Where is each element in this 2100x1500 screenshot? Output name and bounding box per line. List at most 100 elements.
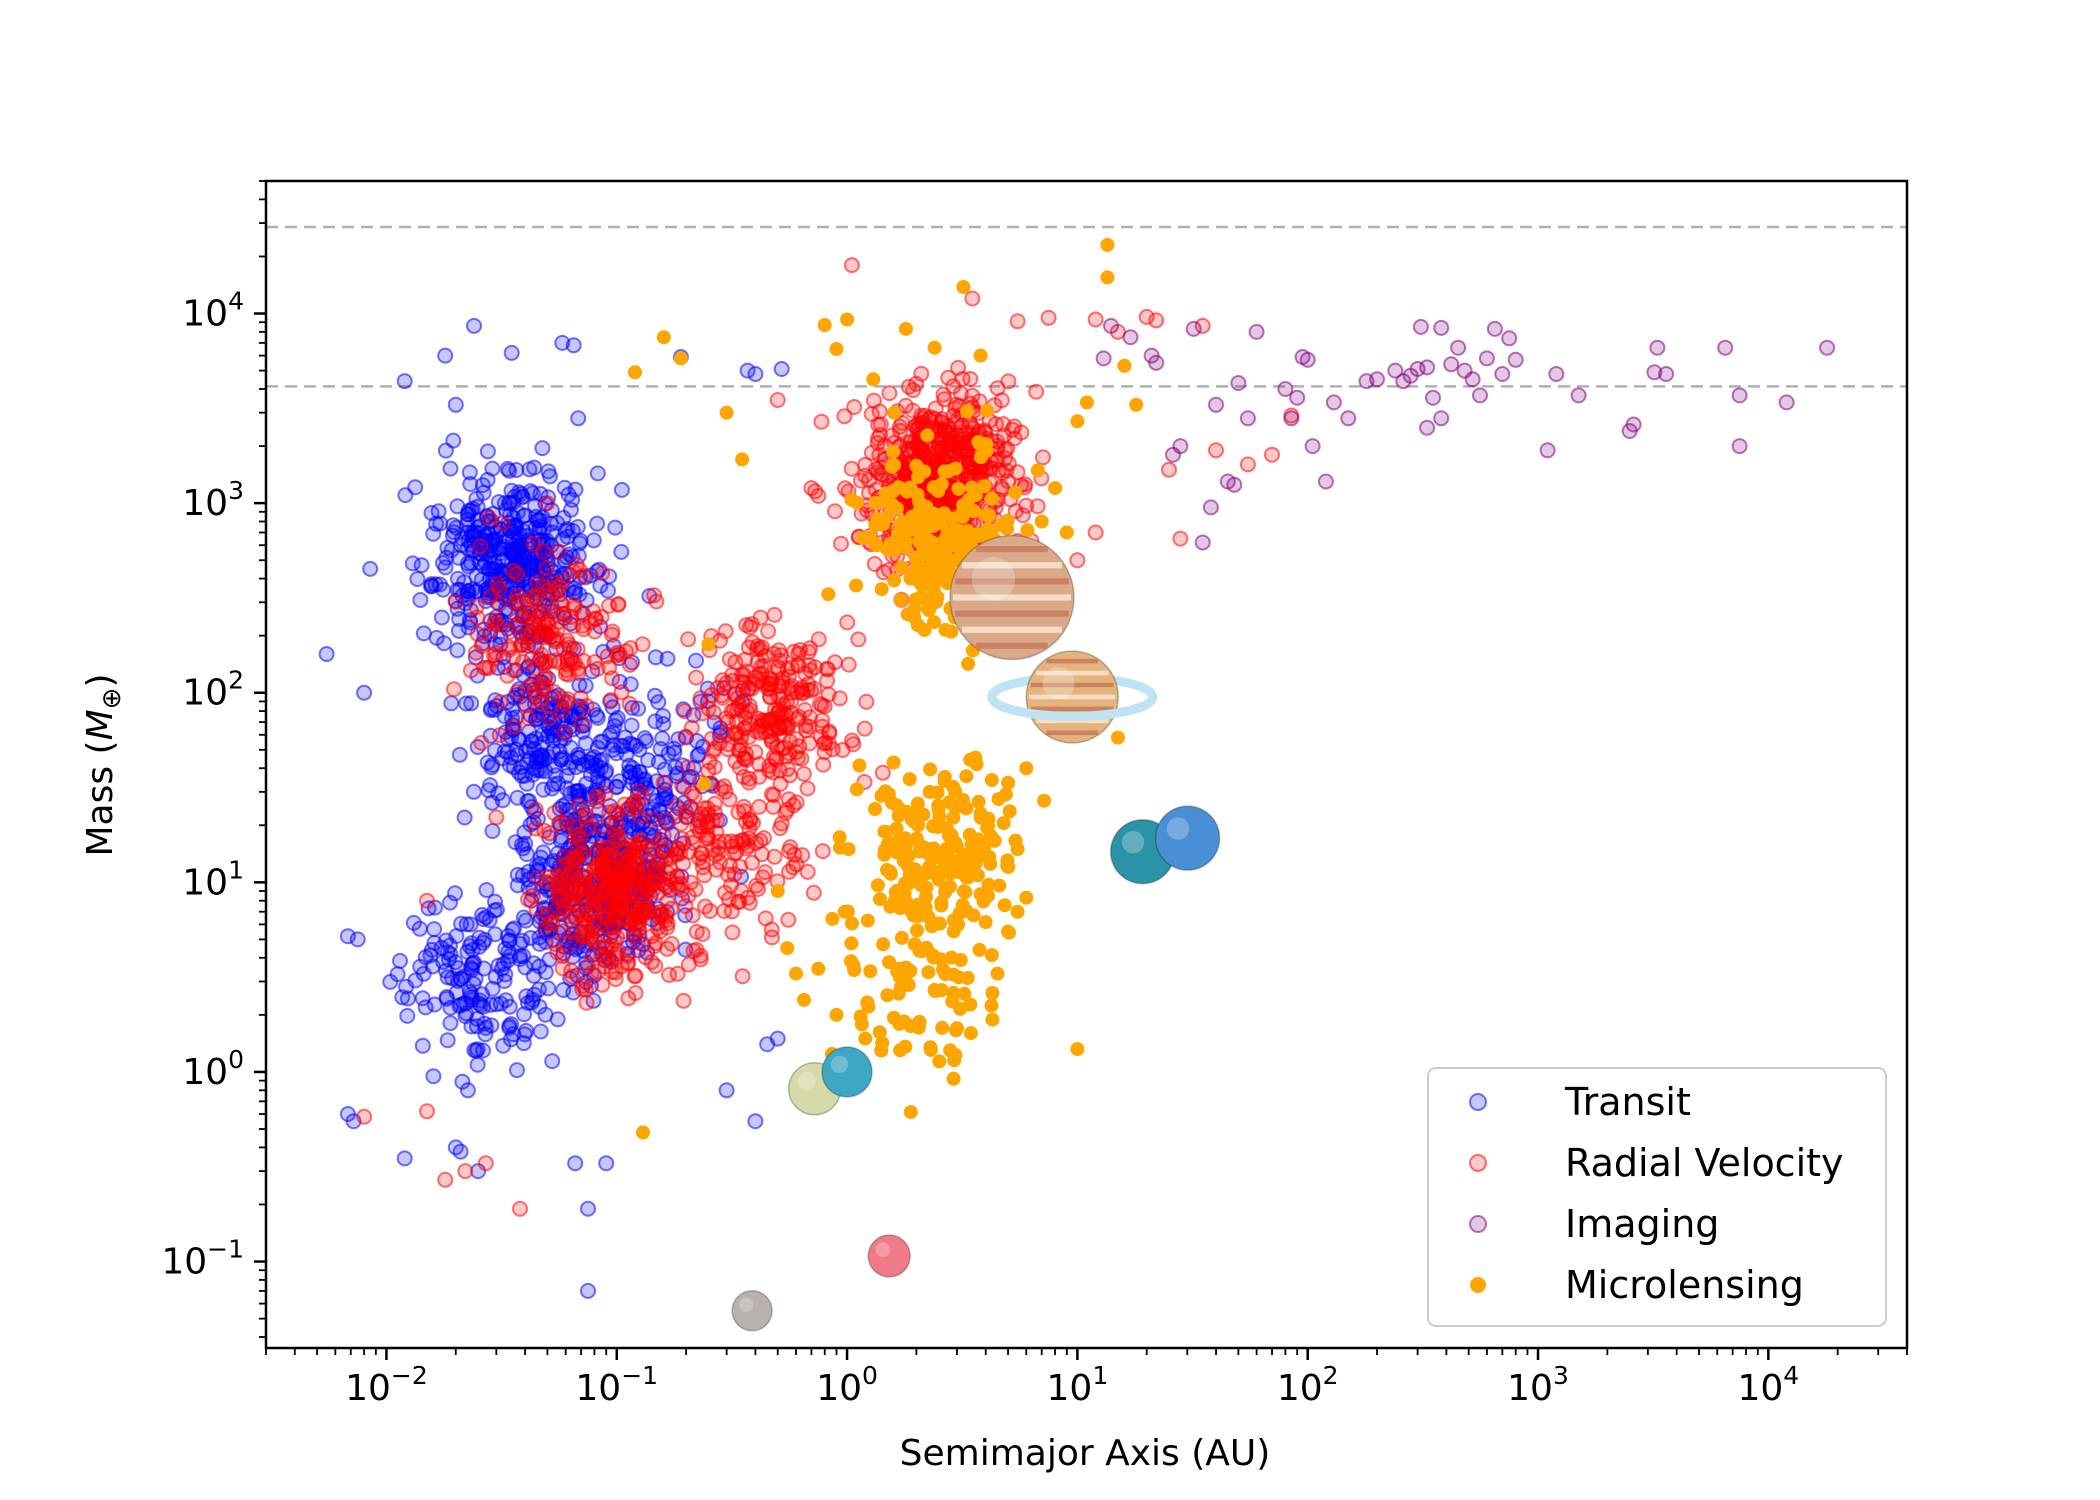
imaging-point — [1443, 356, 1460, 373]
transit-point — [509, 789, 526, 806]
microlensing-point — [958, 885, 973, 900]
radial-velocity-point — [688, 923, 705, 940]
radial-velocity-point — [667, 875, 684, 892]
radial-velocity-point — [525, 887, 541, 904]
transit-point — [456, 809, 473, 826]
imaging-point — [1625, 416, 1642, 433]
transit-point — [496, 973, 513, 989]
transit-point — [739, 362, 756, 379]
radial-velocity-point — [487, 644, 504, 661]
transit-point — [479, 754, 496, 771]
radial-velocity-point — [680, 631, 697, 648]
radial-velocity-point — [766, 848, 783, 865]
imaging-point — [1194, 534, 1211, 551]
radial-velocity-point — [473, 734, 490, 751]
imaging-point — [1103, 317, 1119, 334]
earth-planet-highlight — [830, 1055, 849, 1074]
microlensing-point — [901, 848, 916, 863]
radial-velocity-point — [1000, 455, 1017, 472]
transit-point — [528, 730, 544, 747]
radial-velocity-point — [469, 625, 486, 642]
imaging-point — [1325, 394, 1342, 411]
transit-point — [479, 443, 496, 460]
transit-point — [510, 533, 527, 550]
radial-velocity-point — [554, 690, 571, 707]
microlensing-point — [846, 958, 861, 973]
imaging-point — [1494, 366, 1511, 382]
microlensing-point — [960, 404, 975, 419]
radial-velocity-point — [820, 661, 836, 678]
radial-velocity-point — [622, 656, 638, 673]
transit-point — [511, 731, 528, 748]
microlensing-point — [922, 784, 937, 799]
radial-velocity-point — [1194, 317, 1211, 334]
transit-point — [507, 547, 523, 564]
transit-point — [613, 543, 630, 560]
transit-point — [450, 570, 466, 587]
radial-velocity-point — [526, 593, 542, 610]
transit-point — [621, 735, 638, 752]
radial-velocity-point — [776, 739, 793, 756]
microlensing-point — [868, 518, 883, 533]
radial-velocity-point — [570, 797, 587, 814]
radial-velocity-point — [541, 710, 558, 727]
radial-velocity-point — [692, 690, 709, 707]
microlensing-point — [973, 450, 988, 465]
radial-velocity-point — [627, 967, 644, 984]
radial-velocity-point — [472, 538, 489, 555]
microlensing-point — [1129, 397, 1144, 412]
imaging-point — [1208, 396, 1224, 413]
radial-velocity-point — [655, 827, 672, 844]
radial-velocity-point — [542, 915, 558, 932]
radial-velocity-point — [491, 596, 508, 613]
radial-velocity-point — [795, 765, 812, 782]
radial-velocity-point — [1161, 461, 1177, 478]
microlensing-point — [1070, 1042, 1085, 1057]
transit-point — [414, 1037, 431, 1054]
jupiter-planet-highlight — [971, 557, 1016, 601]
transit-point — [555, 509, 572, 526]
imaging-point — [1369, 371, 1385, 388]
radial-velocity-point — [744, 854, 761, 871]
microlensing-point — [996, 816, 1011, 831]
transit-point — [487, 926, 504, 943]
radial-velocity-point — [763, 921, 780, 938]
radial-velocity-point — [486, 615, 503, 632]
radial-velocity-point — [881, 385, 898, 402]
transit-point — [426, 921, 443, 938]
microlensing-point — [868, 802, 882, 816]
radial-velocity-point — [518, 697, 535, 714]
radial-velocity-point — [857, 467, 874, 484]
microlensing-point — [921, 965, 936, 980]
radial-velocity-point — [554, 948, 571, 964]
transit-point — [356, 684, 373, 701]
microlensing-point — [891, 480, 906, 495]
radial-velocity-point — [675, 992, 692, 1009]
radial-velocity-point — [751, 798, 768, 815]
transit-point — [349, 931, 366, 948]
transit-point — [769, 1030, 786, 1047]
microlensing-point — [1048, 481, 1063, 496]
radial-velocity-point — [570, 826, 587, 843]
imaging-point — [1433, 410, 1450, 427]
transit-point — [475, 484, 492, 501]
legend-marker — [1469, 1154, 1487, 1172]
radial-velocity-point — [1069, 552, 1086, 569]
transit-point — [589, 515, 606, 532]
imaging-point — [1412, 318, 1429, 335]
radial-velocity-point — [663, 935, 680, 952]
microlensing-point — [1008, 485, 1023, 500]
microlensing-point — [937, 506, 952, 521]
transit-point — [487, 968, 504, 985]
radial-velocity-point — [752, 832, 769, 849]
microlensing-point — [938, 622, 953, 637]
transit-point — [433, 609, 450, 626]
imaging-point — [1185, 320, 1202, 337]
radial-velocity-point — [638, 877, 655, 894]
radial-velocity-point — [580, 876, 597, 893]
radial-velocity-point — [716, 903, 733, 919]
transit-point — [537, 1006, 554, 1023]
microlensing-point — [948, 1047, 963, 1062]
imaging-point — [1202, 499, 1219, 516]
transit-point — [461, 464, 478, 481]
